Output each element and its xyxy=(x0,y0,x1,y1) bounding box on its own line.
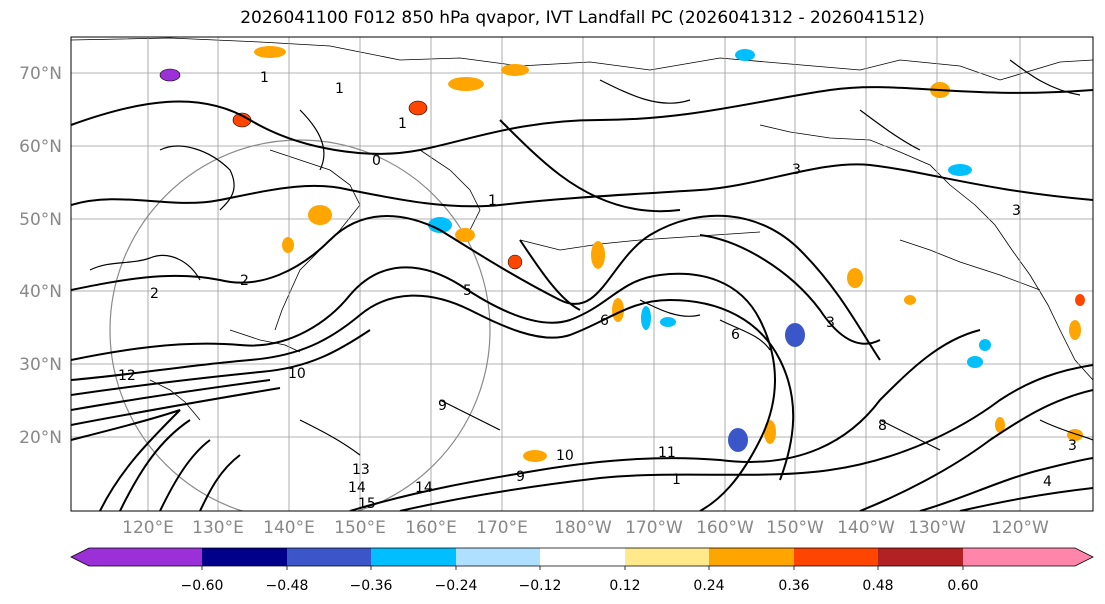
contour-label: 8 xyxy=(878,418,887,434)
contour-label: 1 xyxy=(488,193,497,209)
colorbar-tick-label: 0.24 xyxy=(693,578,724,594)
colorbar-tick-label: −0.12 xyxy=(519,578,562,594)
plot-frame xyxy=(70,36,1094,512)
colorbar-segment xyxy=(456,548,540,566)
contour-label: 11 xyxy=(658,445,676,461)
lon-label: 160°W xyxy=(696,518,754,538)
contour-label: 9 xyxy=(438,398,447,414)
colorbar-segment xyxy=(709,548,794,566)
lon-label: 140°E xyxy=(263,518,315,538)
contour-label: 10 xyxy=(288,366,306,382)
colorbar-outline xyxy=(70,547,1094,567)
contour-label: 15 xyxy=(358,496,376,512)
colorbar-tick-label: −0.48 xyxy=(266,578,309,594)
lon-label: 140°W xyxy=(837,518,895,538)
colorbar-tick-label: 0.48 xyxy=(862,578,893,594)
colorbar-segment xyxy=(540,548,625,566)
lat-label: 60°N xyxy=(19,137,62,157)
lon-label: 120°E xyxy=(122,518,174,538)
lon-label: 170°W xyxy=(625,518,683,538)
contour-label: 3 xyxy=(1012,203,1021,219)
lon-label: 180°W xyxy=(554,518,612,538)
colorbar-segment xyxy=(878,548,963,566)
colorbar-segment xyxy=(287,548,371,566)
lat-label: 40°N xyxy=(19,282,62,302)
contour-label: 1 xyxy=(335,81,344,97)
colorbar-tick-label: 0.36 xyxy=(778,578,809,594)
contour-label: 14 xyxy=(415,480,433,496)
contour-label: 13 xyxy=(352,462,370,478)
ivt-contours-thin xyxy=(89,59,1093,456)
contour-label: 14 xyxy=(348,480,366,496)
colorbar-segment xyxy=(794,548,878,566)
contour-labels: 1 1 1 1 0 2 2 3 3 5 6 6 9 9 10 10 11 12 … xyxy=(118,70,1077,512)
colorbar-extend-high xyxy=(1075,548,1093,566)
colorbar-segment xyxy=(89,548,202,566)
contour-label: 3 xyxy=(826,315,835,331)
colorbar-tick-label: 0.60 xyxy=(947,578,978,594)
lon-label: 170°E xyxy=(476,518,528,538)
lon-label: 150°W xyxy=(766,518,824,538)
colorbar-tick-label: 0.12 xyxy=(609,578,640,594)
contour-label: 6 xyxy=(600,313,609,329)
range-ring xyxy=(109,139,491,511)
ivt-contours xyxy=(71,86,1093,511)
contour-label: 2 xyxy=(240,273,249,289)
colorbar-segment xyxy=(202,548,287,566)
contour-label: 1 xyxy=(260,70,269,86)
lat-label: 70°N xyxy=(19,64,62,84)
colorbar-segment xyxy=(371,548,456,566)
lon-label: 160°E xyxy=(405,518,457,538)
contour-label: 1 xyxy=(672,472,681,488)
lon-label: 130°W xyxy=(908,518,966,538)
longitude-labels: 120°E 130°E 140°E 150°E 160°E 170°E 180°… xyxy=(122,518,1049,538)
colorbar-ticks: −0.60 −0.48 −0.36 −0.24 −0.12 0.12 0.24 … xyxy=(181,578,979,594)
contour-label: 2 xyxy=(150,286,159,302)
lon-label: 120°W xyxy=(991,518,1049,538)
contour-label: 10 xyxy=(556,448,574,464)
colorbar-segment xyxy=(963,548,1075,566)
contour-label: 4 xyxy=(1043,474,1052,490)
lat-label: 30°N xyxy=(19,355,62,375)
colorbar-tick-label: −0.36 xyxy=(350,578,393,594)
colorbar-extend-low xyxy=(71,548,89,566)
lat-label: 20°N xyxy=(19,428,62,448)
colorbar xyxy=(70,547,1094,570)
latitude-labels: 70°N 60°N 50°N 40°N 30°N 20°N xyxy=(19,64,62,448)
contour-label: 12 xyxy=(118,368,136,384)
gridlines xyxy=(71,37,1093,511)
contour-label: 1 xyxy=(398,116,407,132)
colorbar-segment xyxy=(625,548,709,566)
contour-label: 6 xyxy=(731,327,740,343)
colorbar-tick-label: −0.24 xyxy=(435,578,478,594)
lon-label: 130°E xyxy=(192,518,244,538)
contour-label: 0 xyxy=(372,153,381,169)
contour-label: 9 xyxy=(516,469,525,485)
lon-label: 150°E xyxy=(334,518,386,538)
colorbar-tick-label: −0.60 xyxy=(181,578,224,594)
lat-label: 50°N xyxy=(19,210,62,230)
contour-label: 5 xyxy=(463,283,472,299)
contour-label: 3 xyxy=(1068,438,1077,454)
map-title: 2026041100 F012 850 hPa qvapor, IVT Land… xyxy=(240,8,925,28)
contour-label: 3 xyxy=(792,162,801,178)
